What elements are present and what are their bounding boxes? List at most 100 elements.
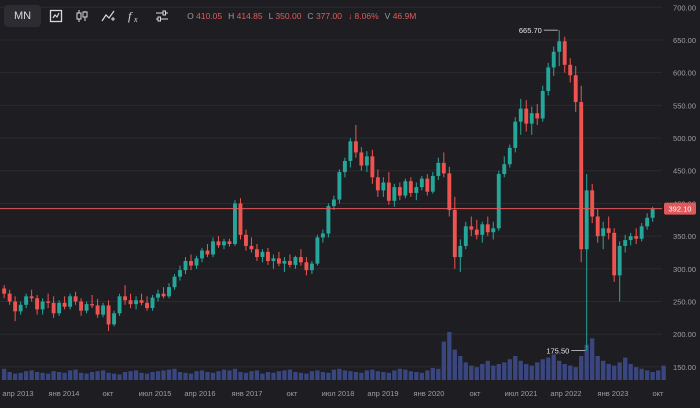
volume-bar [381, 372, 386, 380]
volume-bar [386, 372, 392, 380]
volume-bar [271, 372, 276, 380]
volume-bar [194, 371, 199, 380]
volume-bar [304, 373, 309, 380]
candle-body [51, 302, 56, 314]
candle-body [128, 300, 133, 305]
volume-bar [89, 372, 95, 380]
x-tick-label: окт [103, 389, 115, 398]
x-tick-label: янв 2023 [598, 389, 629, 398]
candle-body [172, 276, 177, 288]
volume-bar [161, 370, 166, 380]
volume-bar [463, 362, 468, 380]
volume-bar [29, 370, 34, 380]
volume-bar [441, 341, 446, 380]
volume-bar [166, 369, 172, 380]
volume-bar [62, 372, 67, 380]
volume-bar [133, 370, 139, 380]
ohlc-open: O 410.05 [187, 11, 222, 21]
volume-bar [513, 356, 518, 380]
volume-bar [342, 370, 348, 380]
indicator-icon[interactable] [97, 5, 119, 27]
candle-body [320, 233, 325, 238]
interval-selector[interactable]: MN [4, 5, 42, 27]
svg-text:x: x [133, 15, 138, 23]
candle-body [507, 147, 512, 165]
candle-body [227, 241, 232, 244]
volume-bar [216, 371, 221, 380]
volume-bar [183, 372, 188, 380]
volume-bar [106, 372, 111, 380]
volume-bar [117, 374, 122, 380]
volume-bar [392, 370, 397, 380]
volume-bar [491, 365, 496, 380]
candle-body [68, 296, 73, 307]
volume-bar [227, 370, 232, 380]
candle-body [623, 240, 628, 246]
candle-body [381, 182, 386, 191]
candle-body [194, 258, 199, 266]
current-price-label: 392.10 [669, 205, 692, 214]
y-tick-label: 650.00 [673, 36, 696, 45]
candle-body [595, 216, 600, 237]
ohlc-close: C 377.00 [307, 11, 342, 21]
volume-bar [458, 356, 463, 380]
x-tick-label: апр 2013 [2, 389, 33, 398]
candles-icon[interactable] [71, 5, 93, 27]
candle-body [513, 121, 518, 148]
ohlc-low-label: L [268, 11, 274, 21]
volume-bar [12, 373, 18, 380]
candle-body [35, 298, 40, 310]
x-tick-label: апр 2019 [367, 389, 398, 398]
volume-bar [293, 372, 298, 380]
volume-bar [364, 370, 370, 380]
candle-body [436, 162, 441, 176]
x-tick-label: июл 2018 [322, 389, 355, 398]
svg-text:f: f [128, 9, 133, 23]
volume-bar [177, 372, 183, 380]
volume-bar [111, 373, 117, 380]
candle-body [474, 229, 479, 235]
candle-body [463, 226, 468, 246]
volume-bar [474, 367, 479, 380]
candle-body [95, 305, 100, 315]
candle-body [150, 297, 155, 309]
chart-type-icon[interactable] [45, 5, 67, 27]
ohlc-close-value: 377.00 [315, 11, 342, 21]
volume-bar [430, 368, 435, 380]
candle-body [183, 260, 188, 271]
candle-body [414, 187, 419, 193]
candle-body [612, 232, 617, 276]
volume-bar [425, 370, 430, 380]
volume-bar [331, 369, 337, 380]
volume-bar [348, 371, 353, 380]
candle-body [200, 250, 204, 259]
volume-bar [23, 371, 29, 380]
volume-bar [601, 360, 606, 380]
volume-bar [573, 367, 578, 380]
candle-body [529, 113, 534, 124]
candle-body [57, 302, 62, 314]
candle-body [117, 296, 122, 314]
candle-body [370, 156, 375, 178]
candle-body [287, 260, 292, 265]
settings-sliders-icon[interactable] [151, 5, 173, 27]
volume-bar [249, 371, 254, 380]
candle-body [90, 304, 95, 306]
volume-bar [150, 372, 155, 380]
candle-body [2, 288, 7, 294]
volume-bar [282, 370, 287, 380]
y-tick-label: 550.00 [673, 101, 696, 110]
y-tick-label: 300.00 [673, 265, 696, 274]
ohlc-open-value: 410.05 [196, 11, 223, 21]
volume-bar [551, 354, 556, 380]
candle-body [518, 108, 523, 122]
volume-bar [579, 356, 584, 380]
volume-bar [540, 359, 545, 380]
candle-body [496, 174, 501, 229]
candle-body [189, 260, 193, 266]
min-price-label: 175.50 [546, 347, 569, 356]
y-tick-label: 700.00 [673, 3, 696, 12]
